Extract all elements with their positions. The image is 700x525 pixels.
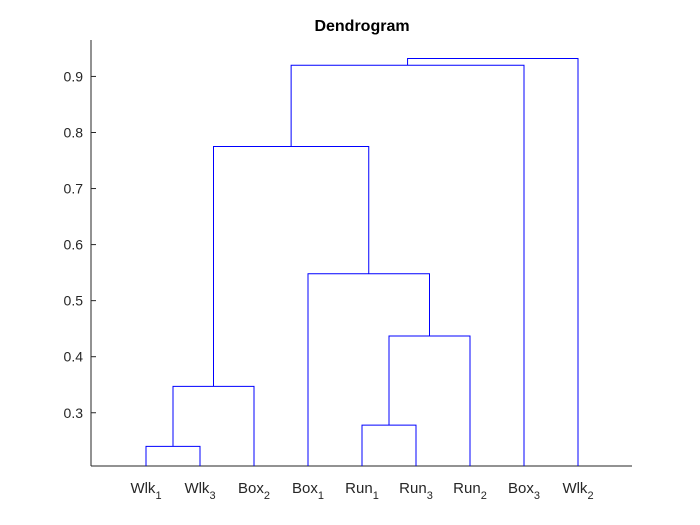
leaf-label: Box3: [508, 480, 540, 502]
dendrogram-link: [388, 335, 471, 466]
y-tick-label: 0.4: [64, 349, 84, 365]
leaf-label: Wlk3: [184, 480, 215, 502]
leaf-labels: Wlk1 Wlk3 Box2 Box1 Run1 Run3 Run2 Box3 Wlk2: [130, 480, 593, 502]
dendrogram-link: [361, 424, 417, 466]
y-tick-label: 0.6: [64, 237, 84, 253]
y-tick-label: 0.8: [64, 124, 84, 140]
dendrogram-link: [307, 273, 430, 466]
leaf-label: Run2: [453, 480, 487, 502]
leaf-label: Box1: [292, 480, 324, 502]
leaf-label: Wlk2: [562, 480, 593, 502]
dendrogram-link: [407, 57, 579, 466]
leaf-label: Run3: [399, 480, 433, 502]
leaf-label: Box2: [238, 480, 270, 502]
y-tick-label: 0.5: [64, 293, 84, 309]
y-tick-label: 0.7: [64, 181, 84, 197]
y-tick-label: 0.3: [64, 405, 84, 421]
y-tick-label: 0.9: [64, 68, 84, 84]
dendrogram-links: [145, 57, 579, 466]
dendrogram-link: [290, 64, 525, 466]
chart-title: Dendrogram: [314, 18, 409, 35]
axes: 0.3 0.4 0.5 0.6 0.7 0.8 0.9: [64, 40, 632, 467]
dendrogram-link: [172, 385, 255, 466]
dendrogram-link: [145, 445, 201, 466]
leaf-label: Wlk1: [130, 480, 161, 502]
leaf-label: Run1: [345, 480, 379, 502]
dendrogram-link: [213, 146, 370, 387]
